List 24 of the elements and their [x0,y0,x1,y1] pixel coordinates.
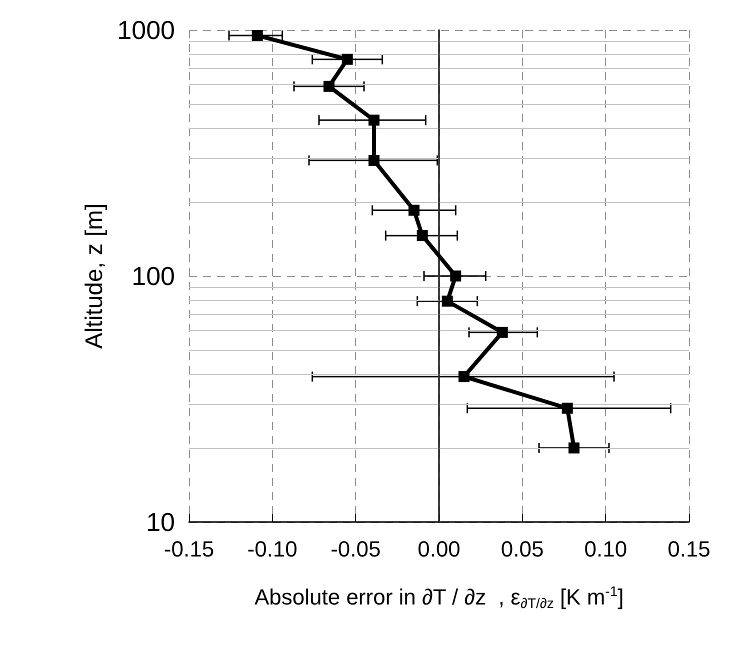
x-tick-label: 0.15 [668,536,710,562]
y-tick-label: 100 [132,261,175,291]
point [568,442,580,454]
y-tick-label: 10 [146,507,175,537]
x-tick-label: 0.05 [500,536,544,562]
x-tick-label: -0.10 [247,536,298,562]
point [562,402,573,414]
point [342,54,353,65]
y-axis-title: Altitude, z [m] [80,203,108,349]
point [416,230,428,242]
point [496,326,508,338]
point [252,30,263,41]
point [368,154,380,166]
x-tick-label: -0.05 [330,536,381,562]
y-tick-label: 1000 [117,15,175,45]
point [324,80,334,92]
x-tick-label: 0.00 [418,536,460,562]
x-tick-label: 0.10 [584,536,628,562]
point [458,371,470,382]
point [408,204,420,216]
point [368,114,380,126]
point [450,270,462,282]
x-tick-label: -0.15 [164,536,214,562]
point [442,296,453,307]
